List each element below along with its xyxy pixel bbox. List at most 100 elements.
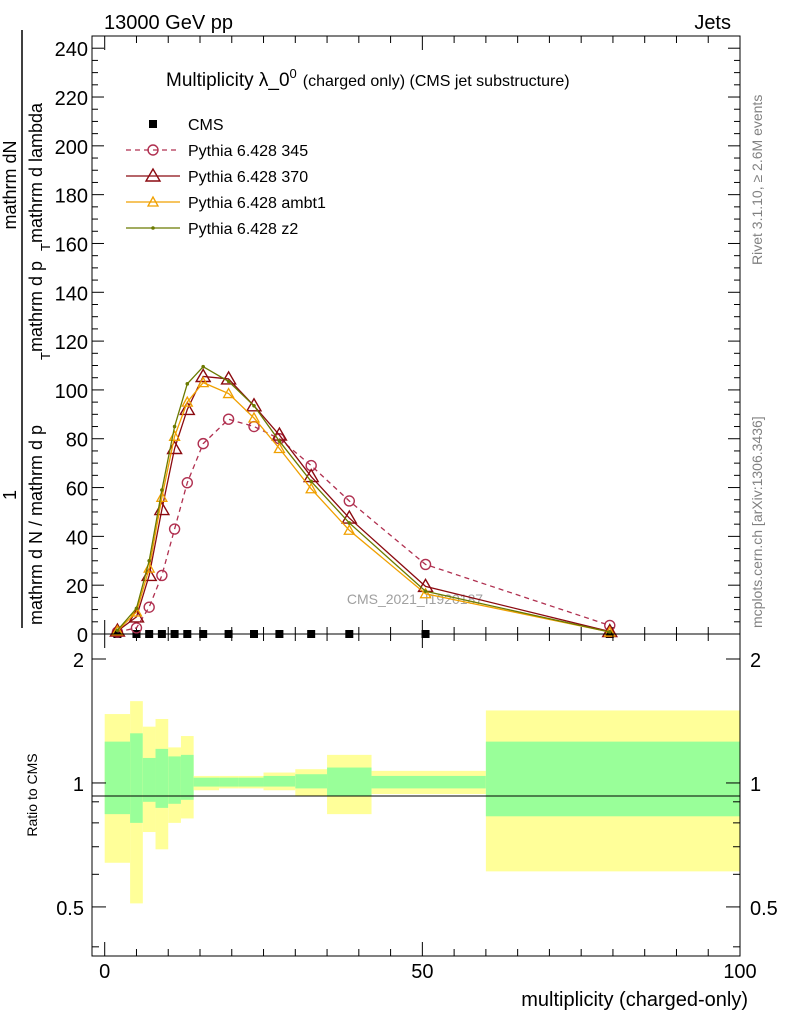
series-4 bbox=[115, 364, 612, 634]
data-point-dot bbox=[172, 424, 177, 429]
data-point-triangle-small bbox=[181, 395, 194, 407]
ratio-y-tick-label: 0.5 bbox=[56, 898, 84, 920]
data-point-dot bbox=[115, 628, 120, 633]
data-point-circle bbox=[156, 569, 168, 582]
data-point-dot bbox=[277, 439, 282, 443]
main-panel: 0 20 40 60 80 100 120 140 160 180 200 220 240 CMS_20… bbox=[55, 35, 741, 647]
ratio-inner-band bbox=[168, 756, 181, 804]
chart-title-suffix: (charged only) (CMS jet substructure) bbox=[303, 73, 570, 90]
y-tick-label: 100 bbox=[55, 381, 88, 403]
rivet-label: Rivet 3.1.10, ≥ 2.6M events bbox=[749, 95, 765, 265]
ratio-inner-band bbox=[142, 757, 156, 802]
ratio-inner-band bbox=[155, 748, 169, 808]
ratio-bands bbox=[104, 701, 740, 904]
data-point-triangle-small bbox=[343, 523, 356, 535]
series-1 bbox=[111, 413, 616, 638]
ylabel-numerator: mathrm dN bbox=[0, 140, 20, 229]
data-point-triangle bbox=[144, 167, 162, 182]
data-point-dot bbox=[134, 606, 139, 611]
ratio-y-tick-label: 0.5 bbox=[750, 898, 778, 920]
data-point-triangle bbox=[245, 397, 263, 412]
data-point-circle bbox=[222, 413, 235, 425]
y-tick-label: 160 bbox=[55, 234, 88, 256]
ratio-inner-band bbox=[295, 774, 328, 789]
y-tick-label: 40 bbox=[66, 527, 88, 549]
chart-title-sup: 0 bbox=[290, 66, 297, 81]
data-point-dot bbox=[160, 488, 164, 492]
data-point-triangle-small bbox=[273, 442, 286, 454]
ylabel-one: 1 bbox=[0, 490, 20, 500]
data-point-triangle bbox=[194, 368, 212, 383]
ratio-x-axis: 0 50 100 bbox=[99, 634, 757, 983]
legend-item: CMS bbox=[149, 117, 224, 134]
ylabel-denom-3: mathrm d lambda bbox=[26, 102, 46, 243]
x-tick-label: 0 bbox=[99, 961, 110, 983]
data-point-circle bbox=[143, 601, 155, 613]
data-point-triangle bbox=[109, 622, 126, 637]
legend-item: Pythia 6.428 345 bbox=[126, 143, 308, 160]
series-3 bbox=[111, 376, 616, 637]
watermark: CMS_2021_I1920187 bbox=[347, 591, 483, 607]
data-point-dot bbox=[607, 630, 612, 634]
x-tick-label: 100 bbox=[723, 961, 756, 983]
header-jets-label: Jets bbox=[694, 12, 731, 34]
y-tick-label: 200 bbox=[55, 137, 88, 159]
data-point-circle bbox=[147, 144, 159, 156]
data-point-dot bbox=[185, 382, 190, 386]
ratio-inner-band bbox=[238, 777, 264, 787]
legend: CMS Pythia 6.428 345 Pythia 6.428 370 Pythi… bbox=[126, 117, 326, 238]
ratio-ylabel: Ratio to CMS bbox=[24, 753, 40, 836]
legend-label: Pythia 6.428 370 bbox=[188, 169, 308, 186]
data-point-triangle bbox=[220, 370, 237, 385]
ratio-y-tick-label: 1 bbox=[750, 774, 761, 796]
data-point-circle bbox=[168, 523, 181, 535]
legend-item: Pythia 6.428 370 bbox=[126, 167, 308, 186]
data-point-triangle-small bbox=[247, 411, 261, 423]
mcplots-label: mcplots.cern.ch [arXiv:1306.3436] bbox=[749, 416, 765, 628]
ratio-frame bbox=[91, 633, 741, 957]
data-point-triangle-small bbox=[111, 624, 124, 636]
data-point-dot bbox=[423, 589, 428, 594]
data-point-circle bbox=[130, 622, 143, 634]
series-line bbox=[116, 365, 610, 633]
ratio-panel: 0.5 0.5 1 1 2 2 0 50 100 Ratio to CMS multiplic… bbox=[24, 633, 778, 1011]
data-point-triangle-small bbox=[222, 387, 235, 399]
header-energy-label: 13000 GeV pp bbox=[104, 12, 233, 34]
ylabel-denom-1: mathrm d N / mathrm d p bbox=[26, 425, 46, 625]
ratio-inner-band bbox=[371, 775, 486, 789]
y-tick-label: 180 bbox=[55, 186, 88, 208]
ratio-inner-band bbox=[327, 767, 372, 796]
data-point-triangle-small bbox=[419, 587, 432, 599]
legend-label: Pythia 6.428 z2 bbox=[188, 221, 298, 238]
x-tick-label: 50 bbox=[411, 961, 433, 983]
data-point-dot bbox=[226, 379, 231, 384]
ylabel-denom-2-sub: T bbox=[38, 243, 53, 251]
data-point-dot bbox=[147, 558, 151, 563]
data-point-dot bbox=[252, 403, 256, 408]
xaxis-label: multiplicity (charged-only) bbox=[521, 989, 748, 1011]
series-line bbox=[117, 375, 610, 633]
data-point-circle bbox=[419, 558, 432, 571]
y-tick-label: 20 bbox=[66, 576, 88, 598]
y-tick-label: 120 bbox=[55, 332, 88, 354]
ratio-inner-band bbox=[219, 777, 239, 787]
data-point-circle bbox=[343, 495, 355, 507]
legend-label: Pythia 6.428 ambt1 bbox=[188, 195, 326, 212]
ratio-inner-band bbox=[263, 775, 296, 787]
data-point-triangle-small bbox=[143, 561, 156, 573]
ylabel-denom-1-sub: T bbox=[38, 352, 53, 360]
data-point-triangle-small bbox=[305, 482, 318, 494]
ylabel-denom-2: mathrm d p bbox=[26, 261, 46, 352]
ratio-inner-band bbox=[485, 741, 740, 817]
ratio-y-tick-label: 2 bbox=[73, 650, 84, 672]
data-point-dot bbox=[309, 479, 313, 484]
legend-label: CMS bbox=[188, 117, 224, 134]
data-point-circle bbox=[197, 437, 209, 450]
chart-title: Multiplicity λ_00 (charged only) (CMS jet… bbox=[166, 66, 570, 91]
ratio-inner-band bbox=[130, 733, 143, 823]
y-tick-label: 140 bbox=[55, 283, 88, 305]
data-point-square bbox=[149, 120, 157, 128]
legend-item: Pythia 6.428 ambt1 bbox=[126, 195, 326, 212]
main-ylabel: 1 mathrm dN mathrm d N / mathrm d p T ma… bbox=[0, 30, 53, 628]
